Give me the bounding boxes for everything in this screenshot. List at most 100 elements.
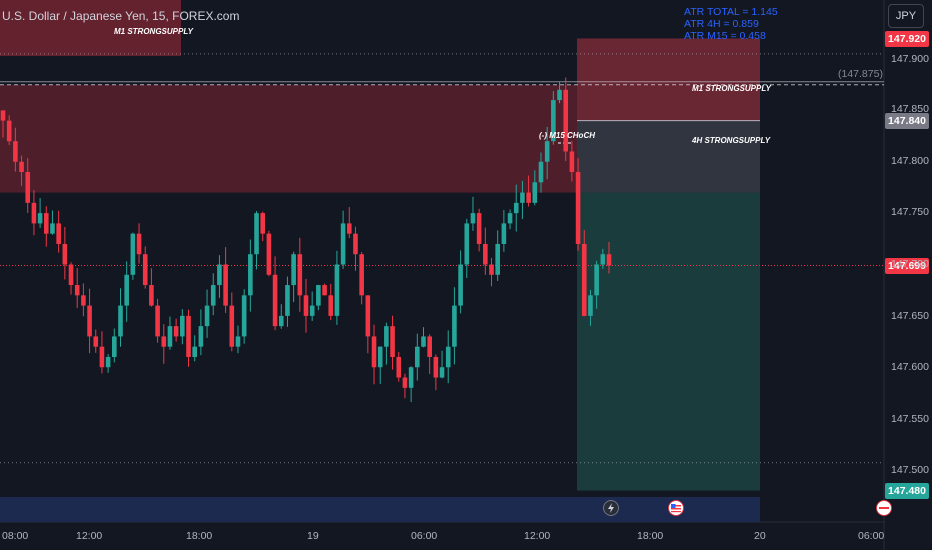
candle-body [408,367,414,388]
candle-body [155,305,160,337]
candle-body [112,336,117,357]
x-tick-label: 12:00 [76,530,103,542]
candle-body [50,223,55,234]
candle-body [384,326,389,347]
candle-body [427,336,432,357]
candle-body [396,356,402,378]
candle-body [266,233,272,275]
lightning-icon[interactable] [603,500,619,516]
y-tick-label: 147.650 [891,310,929,322]
candle-body [309,305,315,316]
y-tick-label: 147.850 [891,103,929,115]
candle-body [526,192,531,203]
level-hint-price: (147.875) [838,68,883,80]
candle-body [118,305,123,337]
candle-body [575,172,581,244]
choch-label: (-) M15 CHoCH [539,131,595,140]
x-tick-label: 12:00 [524,530,551,542]
candle-body [452,305,457,347]
m1-supply-zone [0,84,577,193]
x-tick-label: 20 [754,530,766,542]
m1-supply-label-right: M1 STRONGSUPPLY [692,84,771,93]
candle-body [501,223,507,244]
y-tick-label: 147.550 [891,413,929,425]
candle-body [551,100,556,142]
candle-body [439,367,445,378]
candle-body [173,326,179,337]
event-bar [0,497,760,522]
candle-body [6,120,12,142]
candle-body [464,223,470,265]
candle-body [470,213,476,224]
candle-body [569,151,575,173]
h4-supply-label: 4H STRONGSUPPLY [692,136,771,145]
candle-body [365,295,371,337]
candle-body [594,264,599,296]
us-flag-icon[interactable] [876,500,892,516]
candle-body [204,305,210,327]
candle-body [74,285,80,296]
candle-body [93,336,99,347]
stop-price-tag: 147.920 [885,31,929,47]
y-tick-label: 147.700 [891,258,929,270]
y-tick-label: 147.500 [891,464,929,476]
last-price-tag: 147.699 [885,258,929,274]
candle-body [31,202,37,224]
candle-body [458,264,463,306]
x-tick-label: 08:00 [2,530,29,542]
candle-body [278,315,284,327]
candle-body [415,346,420,368]
candle-body [99,346,105,368]
candle-body [581,243,587,316]
candle-body [371,336,377,368]
candle-body [241,295,247,337]
chart-title: U.S. Dollar / Japanese Yen, 15, FOREX.co… [2,9,240,23]
candle-body [19,161,24,173]
candle-body [544,141,550,162]
candle-body [62,243,68,265]
x-tick-label: 18:00 [637,530,664,542]
candle-body [328,295,334,316]
candle-body [130,233,136,275]
candle-body [421,336,426,347]
candle-body [346,223,352,234]
candle-body [186,315,191,357]
candle-body [606,254,612,266]
candle-body [56,223,61,244]
candle-body [167,326,173,347]
candle-body [223,264,228,306]
candle-body [303,295,309,316]
candle-body [13,141,18,162]
candle-body [229,305,235,347]
candle-body [285,285,290,316]
candle-body [136,233,142,255]
candle-body [198,326,204,347]
candle-body [210,285,216,306]
currency-button[interactable]: JPY [888,4,924,28]
candle-body [402,377,408,388]
candle-body [334,264,340,316]
target-price-tag: 147.480 [885,483,929,499]
candle-body [513,202,519,214]
candle-body [507,213,513,224]
atr-total-label: ATR TOTAL = 1.145 [684,6,778,18]
price-axis [884,0,932,550]
candle-body [390,326,395,357]
entry-price-tag: 147.840 [885,113,929,129]
candle-body [235,336,241,347]
candle-body [291,254,296,286]
candle-body [105,356,111,368]
candle-body [124,274,129,306]
stop-zone [577,38,760,121]
candle-body [433,356,439,378]
candle-body [340,223,346,265]
h4-supply-zone [577,120,760,193]
y-tick-label: 147.900 [891,53,929,65]
candle-body [260,213,266,234]
candle-body [217,264,222,286]
candle-body [483,243,488,265]
candle-body [25,172,31,203]
us-flag-icon[interactable] [668,500,684,516]
m1-supply-zone-left [0,0,181,56]
